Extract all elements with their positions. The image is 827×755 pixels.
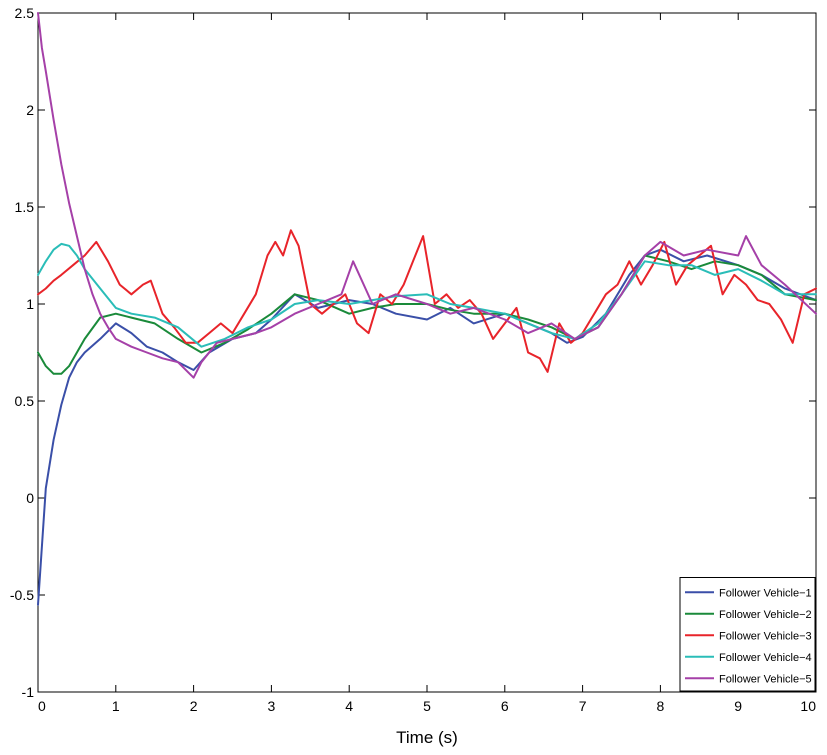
- x-tick-label: 10: [800, 698, 816, 714]
- series-line-3: [37, 229, 817, 373]
- x-tick-label: 8: [657, 698, 665, 714]
- legend-label-5: Follower Vehicle−5: [719, 673, 812, 685]
- legend: Follower Vehicle−1 Follower Vehicle−2 Foll…: [679, 577, 816, 692]
- series-line-5: [37, 12, 817, 379]
- x-tick-label: 1: [112, 698, 120, 714]
- y-tick-label: -1: [22, 684, 35, 700]
- x-axis: 0 1 2 3 4 5 6 7 8 9 10: [37, 13, 817, 714]
- legend-label-4: Follower Vehicle−4: [719, 652, 812, 664]
- x-axis-title: Time (s): [396, 728, 458, 747]
- y-tick-label: 0.5: [15, 393, 35, 409]
- x-tick-label: 4: [345, 698, 353, 714]
- x-tick-label: 3: [268, 698, 276, 714]
- y-axis: -1 -0.5 0 0.5 1 1.5 2 2.5: [10, 5, 816, 700]
- series-line-4: [37, 242, 817, 348]
- x-tick-label: 2: [190, 698, 198, 714]
- series-layer: [37, 12, 817, 606]
- y-tick-label: 0: [26, 490, 34, 506]
- x-tick-label: 0: [38, 698, 46, 714]
- legend-label-1: Follower Vehicle−1: [719, 587, 812, 599]
- y-tick-label: 1: [26, 296, 34, 312]
- series-line-2: [37, 254, 817, 375]
- x-tick-label: 6: [501, 698, 509, 714]
- series-line-1: [37, 248, 817, 606]
- y-tick-label: -0.5: [10, 587, 34, 603]
- y-tick-label: 2: [26, 102, 34, 118]
- y-tick-label: 2.5: [15, 5, 35, 21]
- y-tick-label: 1.5: [15, 199, 35, 215]
- legend-label-3: Follower Vehicle−3: [719, 630, 812, 642]
- x-tick-label: 9: [734, 698, 742, 714]
- x-tick-label: 7: [579, 698, 587, 714]
- legend-label-2: Follower Vehicle−2: [719, 609, 812, 621]
- x-tick-label: 5: [423, 698, 431, 714]
